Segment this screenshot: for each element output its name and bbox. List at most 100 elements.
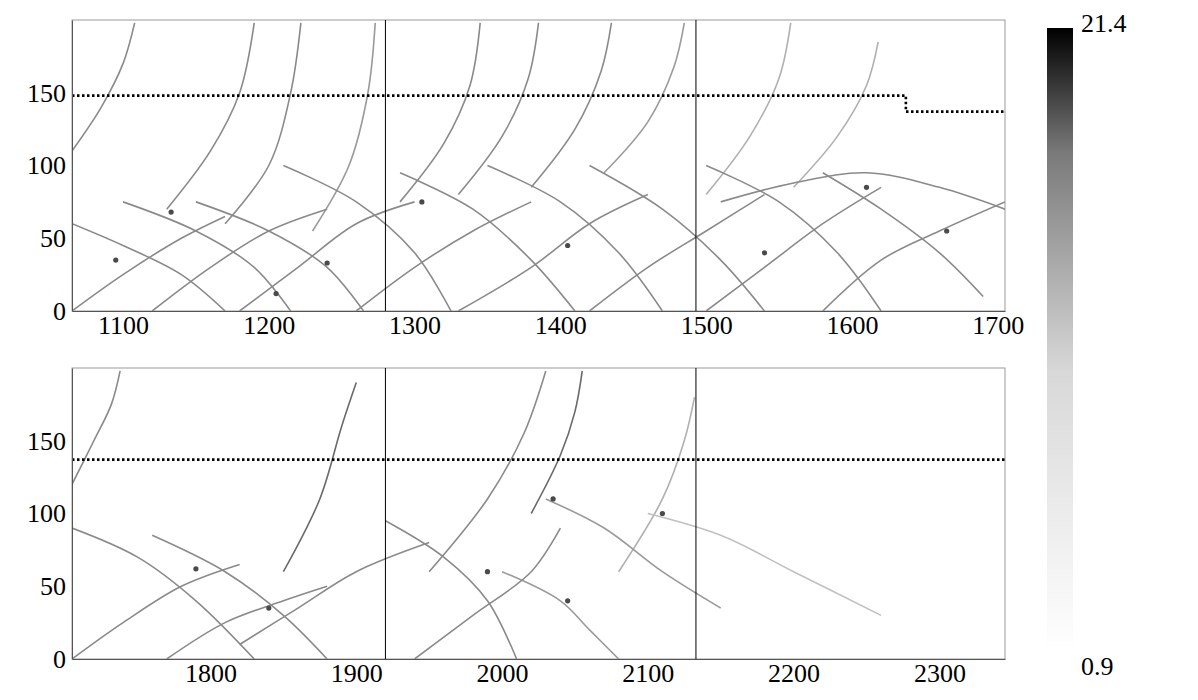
x-tick: 2200 [768,659,820,688]
colorbar-scale [1047,28,1073,653]
colorbar-tick-label: 0.9 [1081,652,1114,681]
track [590,195,765,311]
track [458,195,648,311]
x-tick-label: 1400 [535,311,587,340]
y-tick: 150 [27,427,72,456]
x-tick: 1200 [243,311,295,340]
x-tick: 2000 [477,659,529,688]
x-tick: 1700 [972,311,1024,340]
track [706,187,881,311]
y-tick: 0 [53,297,72,326]
x-tick-label: 1600 [826,311,878,340]
track [823,173,983,297]
plot-frame [72,368,1005,659]
divider-line [695,368,696,659]
triple-point [550,496,555,501]
y-tick: 100 [27,151,72,180]
y-tick: 50 [40,572,72,601]
x-tick: 1400 [535,311,587,340]
track [72,564,240,659]
triple-point [419,199,424,204]
track [400,173,575,311]
y-tick-label: 50 [40,224,66,253]
y-axis-line [72,369,73,660]
front-line [72,458,1005,461]
colorbar: 0.9 21.4 [1047,9,1127,681]
triple-point [944,228,949,233]
track [706,23,791,195]
track [167,586,327,659]
y-tick-label: 50 [40,572,66,601]
y-tick: 0 [53,645,72,674]
plot-frame [72,20,1005,311]
plot-area [72,368,1005,659]
triple-point [565,598,570,603]
track [72,224,225,311]
track [458,23,538,195]
y-tick-label: 150 [27,427,66,456]
triple-point [565,243,570,248]
track [167,23,254,209]
track [313,23,376,231]
triple-point [660,511,665,516]
track [531,23,611,187]
x-tick-label: 1900 [331,659,383,688]
y-tick-label: 0 [53,645,66,674]
triple-point [864,185,869,190]
triple-point [193,566,198,571]
x-tick-label: 2300 [914,659,966,688]
y-tick: 50 [40,224,72,253]
y-tick-label: 100 [27,151,66,180]
divider-line [385,20,386,311]
x-tick: 1900 [331,659,383,688]
x-tick-label: 1800 [185,659,237,688]
triple-point [273,291,278,296]
triple-point [762,250,767,255]
plot-area [72,20,1005,311]
triple-point [113,257,118,262]
track [72,371,120,484]
track [648,514,881,616]
y-axis: 0 50 100 150 [27,21,73,326]
track [604,23,684,173]
x-tick: 1500 [681,311,733,340]
divider-line [695,20,696,311]
track [400,23,480,202]
track [72,216,225,311]
y-axis-line [72,21,73,312]
x-tick-label: 1500 [681,311,733,340]
colorbar-tick-label: 21.4 [1081,9,1127,38]
x-tick-label: 1700 [972,311,1024,340]
track [546,499,721,608]
track [794,42,879,188]
triple-point [325,260,330,265]
x-tick: 2100 [622,659,674,688]
track [415,528,561,659]
track [356,202,531,311]
x-tick-label: 1100 [98,311,149,340]
track [152,535,327,659]
y-tick-label: 100 [27,499,66,528]
track [123,202,291,311]
track [225,23,301,224]
x-tick: 2300 [914,659,966,688]
track [590,166,765,312]
x-tick: 1100 [98,311,149,340]
panel: 1100 1200 1300 1400 1500 1600 1700 0 50 100 150 [27,20,1024,340]
x-tick-label: 2000 [477,659,529,688]
y-tick: 100 [27,499,72,528]
track [823,202,1005,311]
track [429,371,546,572]
track [706,166,881,312]
triple-point [266,605,271,610]
y-axis: 0 50 100 150 [27,369,73,674]
track [385,521,516,659]
x-axis: 1100 1200 1300 1400 1500 1600 1700 [73,311,1025,340]
triple-point [169,209,174,214]
track [240,543,430,645]
x-tick: 1600 [826,311,878,340]
track [283,383,356,572]
y-tick: 150 [27,79,72,108]
track [502,572,619,659]
x-tick: 1300 [389,311,441,340]
